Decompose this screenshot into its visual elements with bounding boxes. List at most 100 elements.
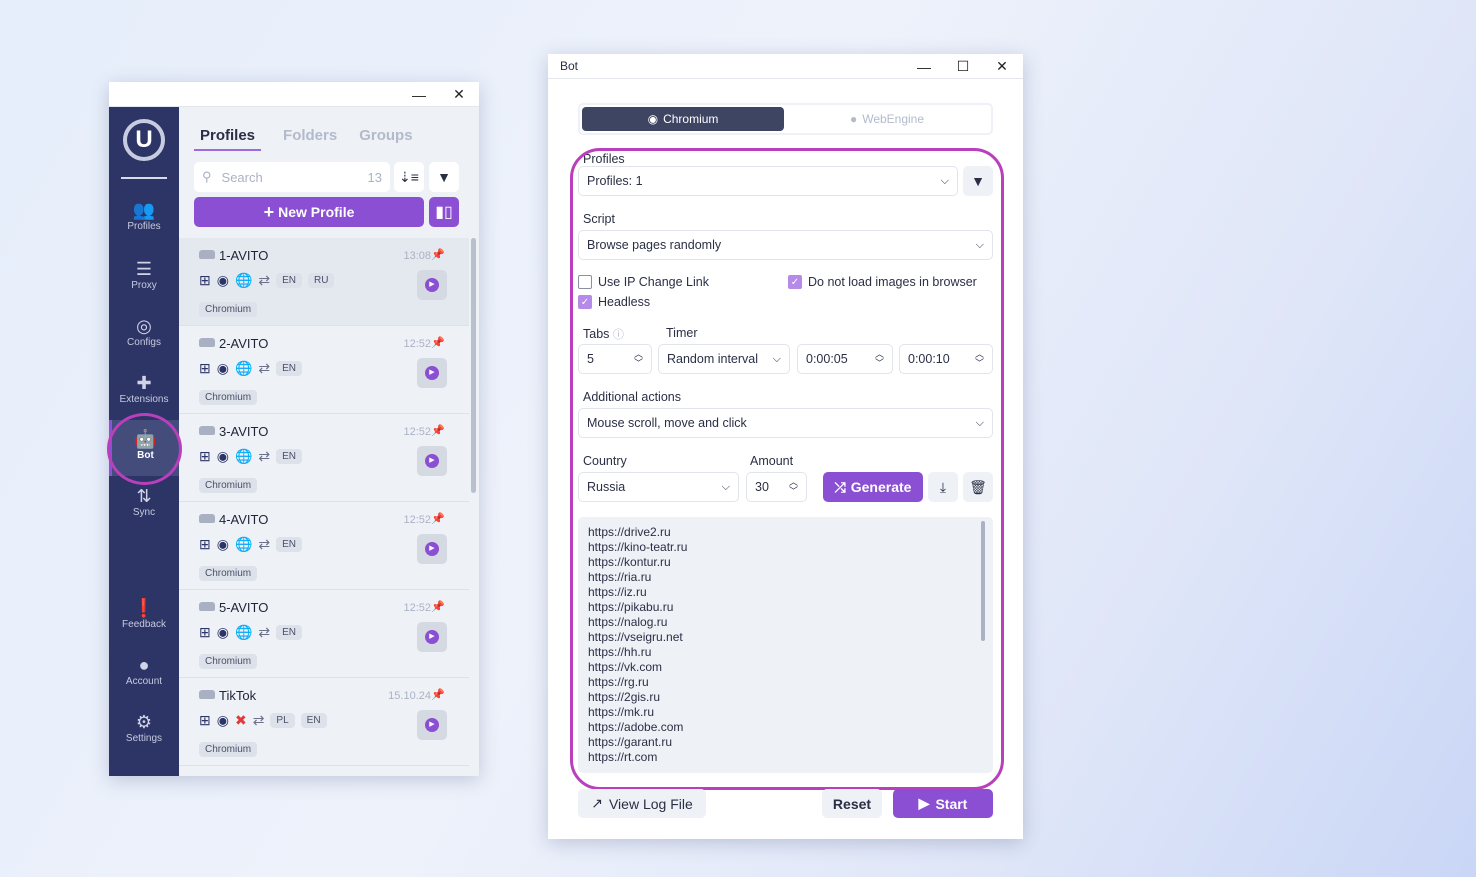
start-button[interactable]: ▶ Start: [893, 789, 993, 818]
play-icon: ▶: [425, 630, 439, 644]
tabs-stepper[interactable]: 5 ︿ ﹀: [578, 344, 652, 374]
timer-mode-select[interactable]: Random interval ⌵: [658, 344, 790, 374]
close-button[interactable]: ✕: [453, 86, 465, 102]
close-button[interactable]: ✕: [996, 58, 1008, 74]
download-button[interactable]: ⤓: [928, 472, 958, 502]
scrollbar[interactable]: [471, 238, 476, 493]
profile-row[interactable]: 4-AVITO 12:52 📌 ⊞ ◉ 🌐 ⇄ EN Chromium ▶: [179, 502, 469, 590]
quick-profile-button[interactable]: ▮▯: [429, 197, 459, 227]
script-select[interactable]: Browse pages randomly ⌵: [578, 230, 993, 260]
country-select[interactable]: Russia ⌵: [578, 472, 739, 502]
pin-icon[interactable]: 📌: [431, 425, 445, 437]
label: Headless: [598, 295, 651, 309]
additional-actions-select[interactable]: Mouse scroll, move and click ⌵: [578, 408, 993, 438]
bot-window: Bot — ☐ ✕ ◉ Chromium ● WebEngine Profiles …: [548, 54, 1023, 839]
view-log-button[interactable]: ↗ View Log File: [578, 789, 706, 818]
profiles-filter-button[interactable]: ▼: [963, 166, 993, 196]
tab-profiles[interactable]: Profiles: [194, 127, 262, 151]
amount-stepper[interactable]: 30 ︿ ﹀: [746, 472, 807, 502]
language-chip: PL: [270, 713, 295, 728]
sidebar-item-extensions[interactable]: ✚ Extensions: [109, 372, 179, 405]
url-item: https://drive2.ru: [588, 525, 671, 539]
windows-icon: ⊞: [199, 712, 211, 728]
pin-icon[interactable]: 📌: [431, 689, 445, 701]
profile-name: 2-AVITO: [219, 336, 269, 351]
pin-icon[interactable]: 📌: [431, 513, 445, 525]
pin-icon[interactable]: 📌: [431, 249, 445, 261]
chrome-icon: ◉: [216, 272, 229, 288]
new-profile-button[interactable]: + New Profile: [194, 197, 424, 227]
checkbox[interactable]: ✓: [788, 275, 802, 289]
label: Reset: [832, 795, 872, 812]
launch-button[interactable]: ▶: [417, 534, 447, 564]
profile-row[interactable]: 3-AVITO 12:52 📌 ⊞ ◉ 🌐 ⇄ EN Chromium ▶: [179, 414, 469, 502]
sidebar-item-bot[interactable]: 🤖 Bot: [109, 420, 179, 476]
label: Extensions: [119, 394, 169, 405]
swap-icon: ⇄: [258, 272, 271, 288]
timer-max-input[interactable]: 0:00:10 ︿ ﹀: [899, 344, 993, 374]
timer-label: Timer: [666, 326, 698, 340]
profile-row[interactable]: 5-AVITO 12:52 📌 ⊞ ◉ 🌐 ⇄ EN Chromium ▶: [179, 590, 469, 678]
search-placeholder: Search: [221, 169, 263, 185]
sidebar-item-proxy[interactable]: ☰ Proxy: [109, 258, 179, 291]
minimize-button[interactable]: —: [917, 58, 931, 75]
pin-icon[interactable]: 📌: [431, 337, 445, 349]
minimize-button[interactable]: —: [412, 86, 426, 103]
spin-icon[interactable]: ︿ ﹀: [788, 477, 798, 496]
filter-button[interactable]: ▼: [429, 162, 459, 192]
label: Do not load images in browser: [808, 275, 977, 289]
spin-icon[interactable]: ︿ ﹀: [874, 349, 884, 368]
swap-icon: ⇄: [258, 624, 271, 640]
url-list[interactable]: https://drive2.ru https://kino-teatr.ru ht…: [578, 517, 993, 773]
sidebar-item-feedback[interactable]: ❗ Feedback: [109, 597, 179, 630]
headless-checkbox[interactable]: ✓ Headless: [578, 295, 650, 309]
sidebar: U 👥 Profiles ☰ Proxy ◎ Configs ✚ Extensions …: [109, 107, 179, 776]
profiles-select[interactable]: Profiles: 1 ⌵: [578, 166, 958, 196]
profile-icons: ⊞ ◉ 🌐 ⇄ EN: [199, 448, 303, 465]
profile-row[interactable]: TikTok 15.10.24 📌 ⊞ ◉ ✖ ⇄ PL EN Chromium ▶: [179, 678, 469, 766]
sort-button[interactable]: ⇣≡: [394, 162, 424, 192]
generate-button[interactable]: ⤮ Generate: [823, 472, 923, 502]
tab-folders[interactable]: Folders: [283, 127, 338, 144]
label: Sync: [132, 507, 156, 518]
sidebar-item-settings[interactable]: ⚙ Settings: [109, 711, 179, 744]
label: Profiles: [127, 221, 161, 232]
value: 0:00:05: [806, 352, 848, 366]
launch-button[interactable]: ▶: [417, 622, 447, 652]
tab-groups[interactable]: Groups: [359, 127, 413, 144]
profile-row[interactable]: 2-AVITO 12:52 📌 ⊞ ◉ 🌐 ⇄ EN Chromium ▶: [179, 326, 469, 414]
checkbox[interactable]: [578, 275, 592, 289]
engine-chromium[interactable]: ◉ Chromium: [582, 107, 784, 131]
script-label: Script: [583, 212, 615, 226]
browser-chip: Chromium: [199, 302, 258, 317]
scrollbar[interactable]: [981, 521, 985, 641]
sidebar-item-sync[interactable]: ⇅ Sync: [109, 485, 179, 518]
checkbox[interactable]: ✓: [578, 295, 592, 309]
launch-button[interactable]: ▶: [417, 446, 447, 476]
fingerprint-icon: ◎: [136, 316, 152, 336]
maximize-button[interactable]: ☐: [956, 58, 970, 74]
browser-chip: Chromium: [199, 742, 258, 757]
users-gear-icon: 👥: [132, 200, 156, 220]
sidebar-item-configs[interactable]: ◎ Configs: [109, 315, 179, 348]
swap-icon: ⇄: [252, 712, 265, 728]
spin-icon[interactable]: ︿ ﹀: [633, 349, 643, 368]
spin-icon[interactable]: ︿ ﹀: [974, 349, 984, 368]
profile-row[interactable]: 1-AVITO 13:08 📌 ⊞ ◉ 🌐 ⇄ EN RU Chromium ▶: [179, 238, 469, 326]
launch-button[interactable]: ▶: [417, 710, 447, 740]
sidebar-item-account[interactable]: ● Account: [109, 654, 179, 687]
url-item: https://vseigru.net: [588, 630, 683, 644]
engine-webengine[interactable]: ● WebEngine: [786, 107, 988, 131]
sidebar-item-profiles[interactable]: 👥 Profiles: [109, 199, 179, 232]
launch-button[interactable]: ▶: [417, 270, 447, 300]
launch-button[interactable]: ▶: [417, 358, 447, 388]
url-item: https://2gis.ru: [588, 690, 661, 704]
reset-button[interactable]: Reset: [822, 789, 882, 818]
use-ip-change-checkbox[interactable]: Use IP Change Link: [578, 275, 709, 289]
play-icon: ▶: [425, 278, 439, 292]
no-images-checkbox[interactable]: ✓ Do not load images in browser: [788, 275, 977, 289]
search-input[interactable]: ⚲ Search 13: [194, 162, 390, 192]
timer-min-input[interactable]: 0:00:05 ︿ ﹀: [797, 344, 893, 374]
pin-icon[interactable]: 📌: [431, 601, 445, 613]
delete-button[interactable]: 🗑: [963, 472, 993, 502]
